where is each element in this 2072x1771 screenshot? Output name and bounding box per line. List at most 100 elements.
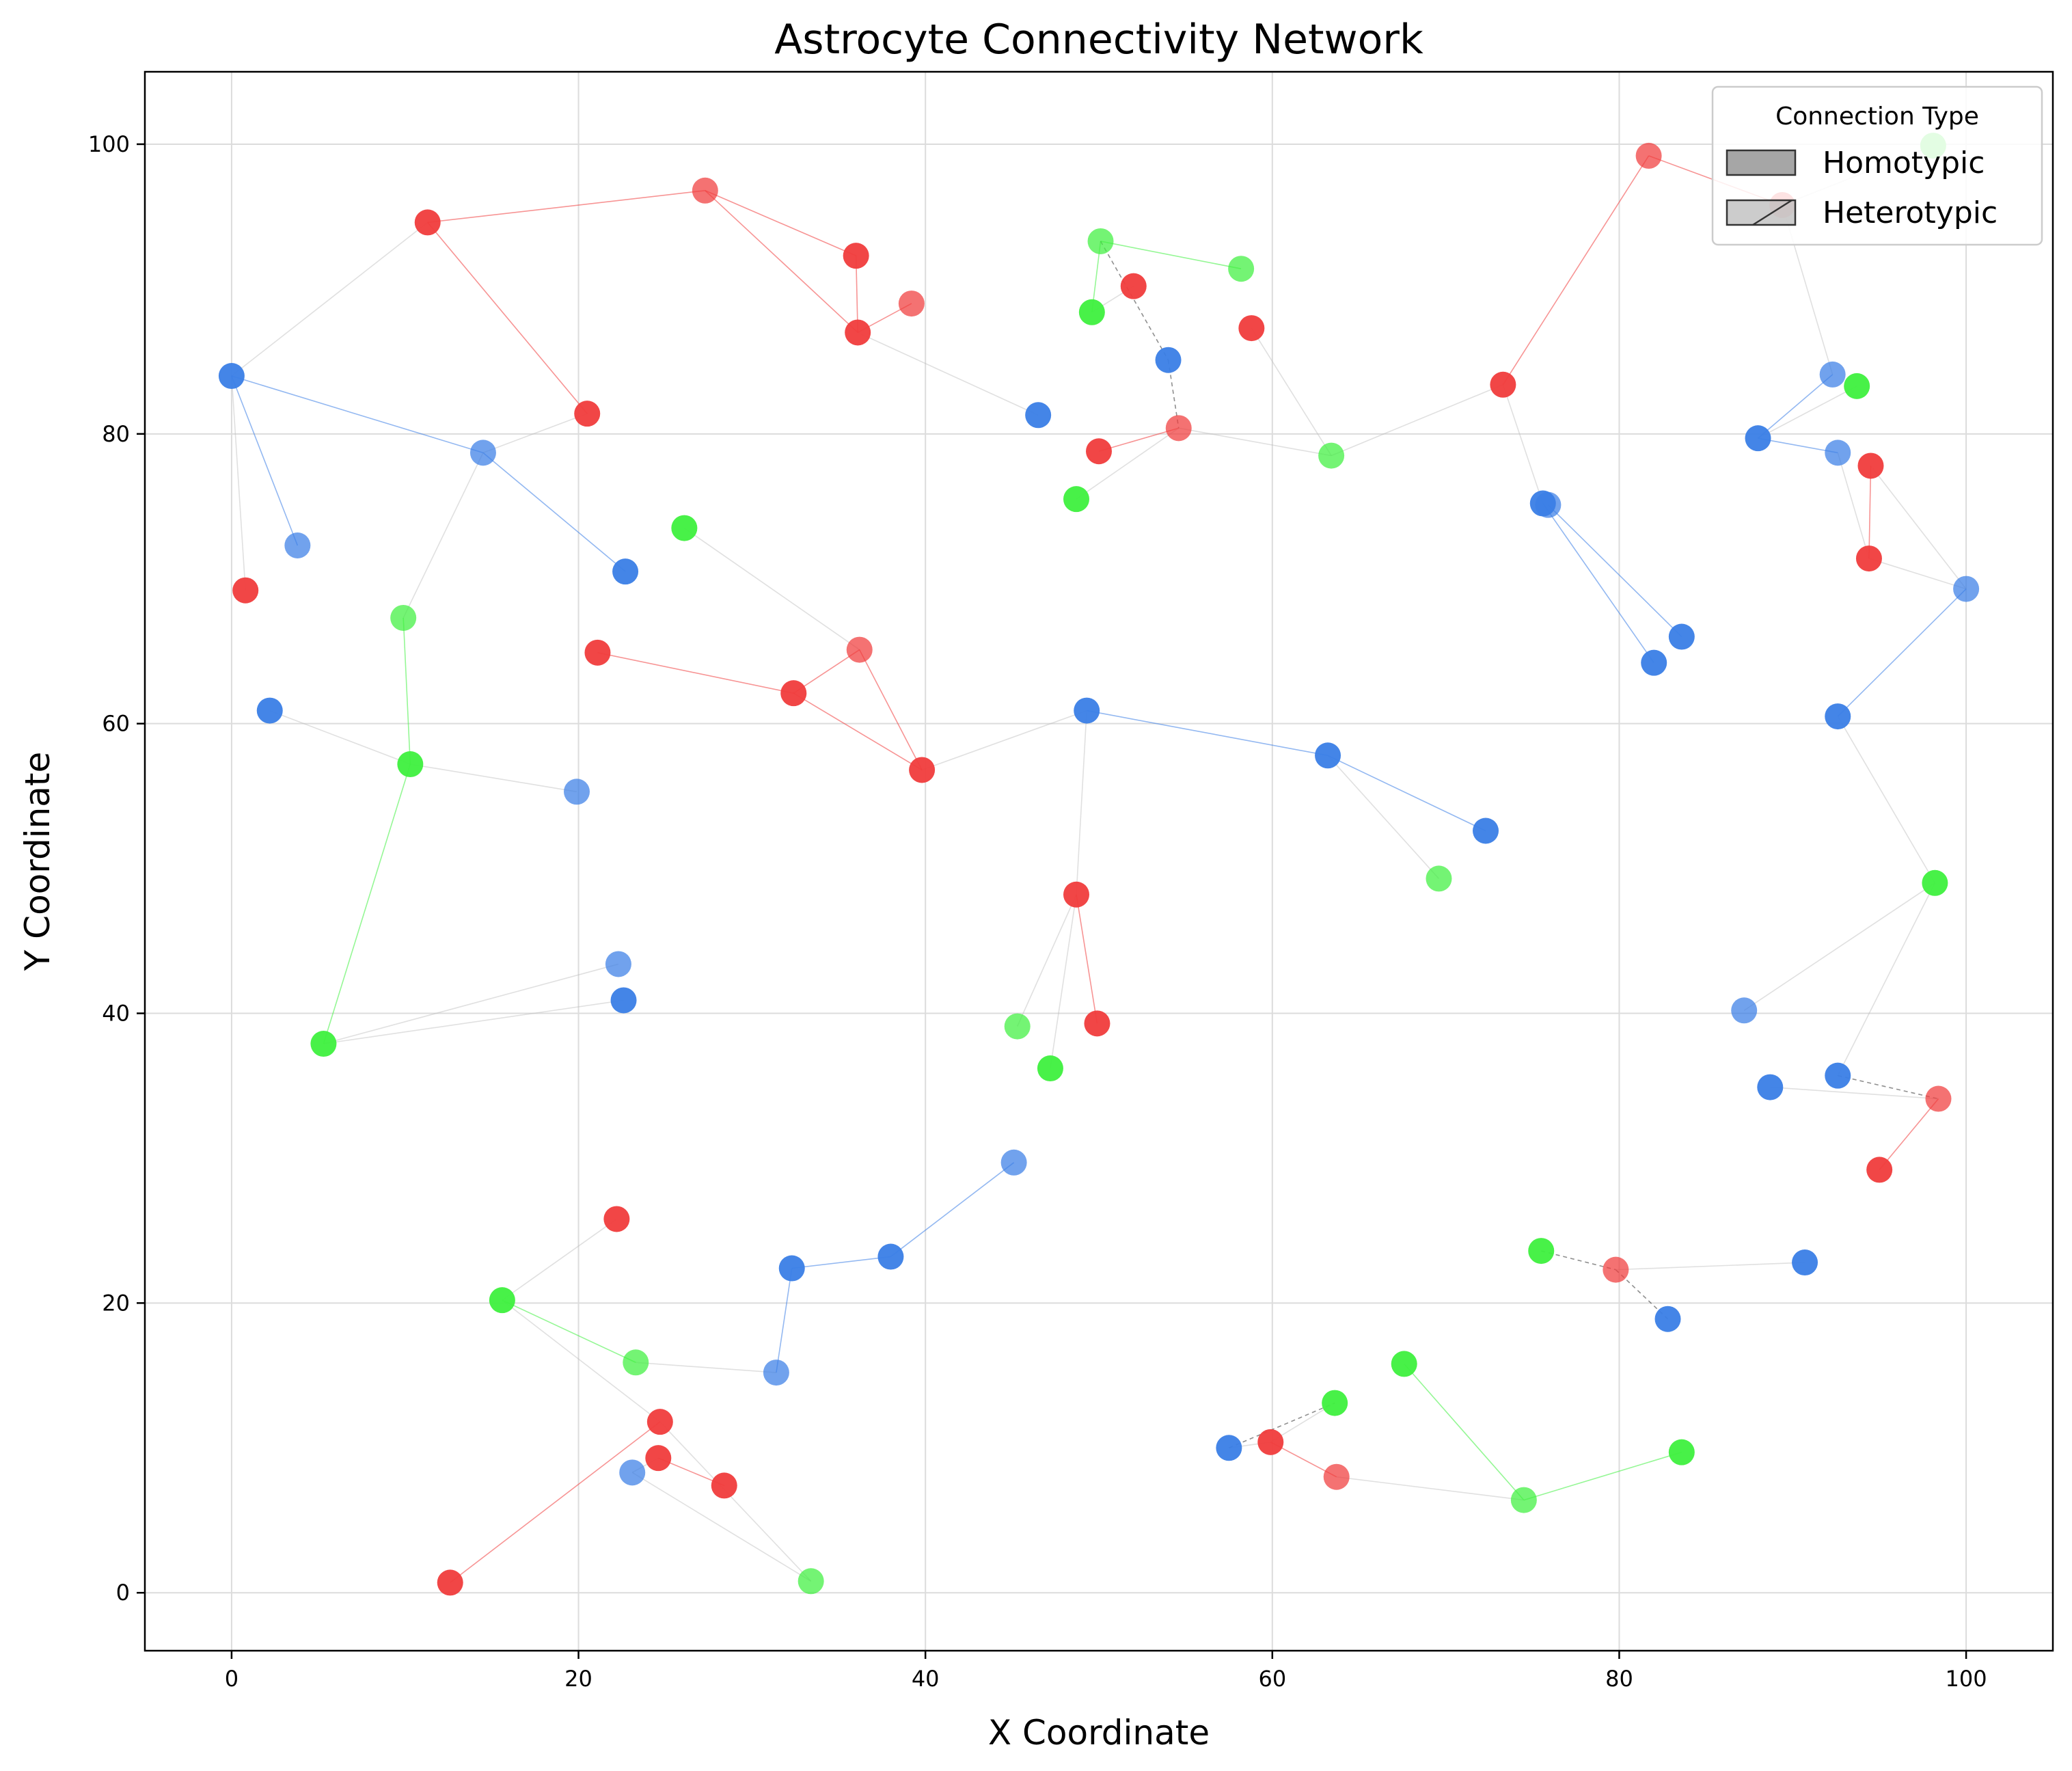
x-tick-label: 40 — [912, 1666, 940, 1692]
connection-edge — [1743, 882, 1935, 1011]
connection-edge — [482, 413, 588, 454]
connection-edge — [1502, 155, 1650, 386]
connection-edge — [427, 189, 705, 224]
connection-edge — [890, 1162, 1015, 1258]
astrocyte-node — [623, 1349, 649, 1376]
astrocyte-node — [1668, 1439, 1695, 1465]
y-tick-label: 20 — [102, 1290, 130, 1316]
astrocyte-node — [1322, 1390, 1348, 1416]
astrocyte-node — [397, 751, 424, 778]
astrocyte-node — [692, 177, 718, 204]
astrocyte-node — [845, 319, 871, 346]
astrocyte-node — [1473, 817, 1499, 844]
connection-edge — [323, 963, 619, 1044]
connection-edge — [1327, 755, 1486, 832]
legend-title: Connection Type — [1775, 103, 1979, 131]
connection-edge — [502, 1299, 661, 1422]
astrocyte-node — [1000, 1149, 1027, 1176]
connection-edge — [502, 1218, 617, 1301]
connection-edge — [1076, 427, 1180, 500]
connection-edge — [1331, 384, 1503, 457]
astrocyte-node — [1216, 1435, 1242, 1461]
connection-edge — [1098, 427, 1179, 452]
connection-edge — [323, 763, 411, 1044]
astrocyte-node — [671, 515, 698, 541]
connection-edge — [231, 375, 299, 546]
connection-edge — [1837, 882, 1936, 1077]
astrocyte-node — [218, 363, 245, 390]
connection-edge — [1100, 241, 1242, 270]
astrocyte-node — [1925, 1085, 1952, 1112]
connection-edge — [1076, 710, 1088, 895]
astrocyte-node — [1155, 347, 1182, 373]
connection-edge — [1758, 386, 1857, 439]
connection-edge — [482, 452, 626, 572]
connection-edge — [1336, 1476, 1524, 1501]
astrocyte-node — [1228, 256, 1255, 282]
astrocyte-node — [780, 680, 807, 707]
connection-edge — [1076, 894, 1098, 1024]
astrocyte-node — [564, 779, 590, 805]
chart-title: Astrocyte Connectivity Network — [774, 16, 1423, 64]
edge-layer — [231, 145, 1967, 1584]
astrocyte-node — [1063, 486, 1090, 513]
connection-edge — [776, 1268, 793, 1373]
astrocyte-node — [645, 1445, 672, 1472]
astrocyte-node — [1857, 452, 1884, 479]
astrocyte-node — [1535, 491, 1562, 518]
connection-edge — [921, 709, 1087, 771]
connection-edge — [1837, 716, 1936, 884]
astrocyte-node — [1855, 545, 1882, 572]
astrocyte-node — [584, 639, 611, 666]
connection-edge — [1870, 465, 1967, 590]
astrocyte-node — [778, 1255, 805, 1282]
astrocyte-node — [232, 577, 259, 604]
x-tick-label: 100 — [1946, 1666, 1987, 1692]
astrocyte-node — [846, 636, 873, 663]
connection-edge — [683, 527, 860, 651]
y-tick-label: 60 — [102, 711, 130, 737]
x-tick-label: 80 — [1605, 1666, 1633, 1692]
astrocyte-node — [711, 1472, 737, 1499]
connection-edge — [1523, 1451, 1682, 1501]
astrocyte-node — [612, 558, 639, 585]
legend-label-homotypic: Homotypic — [1823, 146, 1985, 180]
legend-swatch-homotypic — [1726, 149, 1797, 176]
astrocyte-node — [605, 951, 631, 977]
connection-edge — [597, 652, 794, 694]
connection-edge — [410, 763, 577, 793]
astrocyte-node — [1086, 438, 1112, 465]
astrocyte-node — [489, 1287, 515, 1314]
astrocyte-node — [390, 604, 417, 631]
astrocyte-node — [574, 401, 601, 427]
connection-edge — [403, 617, 411, 765]
astrocyte-node — [1819, 361, 1846, 388]
astrocyte-node — [610, 987, 637, 1014]
connection-edge — [1838, 1074, 1939, 1100]
astrocyte-node — [1731, 997, 1758, 1024]
connection-edge — [1087, 709, 1328, 757]
connection-edge — [1837, 589, 1967, 717]
astrocyte-node — [1063, 881, 1090, 908]
astrocyte-node — [1426, 865, 1452, 892]
connection-edge — [1868, 558, 1967, 590]
y-tick-label: 100 — [88, 131, 130, 157]
x-tick-label: 20 — [564, 1666, 592, 1692]
connection-edge — [450, 1421, 661, 1584]
connection-edge — [1868, 465, 1872, 559]
x-tick-label: 60 — [1258, 1666, 1286, 1692]
x-tick-label: 0 — [225, 1666, 238, 1692]
astrocyte-node — [1318, 442, 1345, 469]
connection-edge — [269, 709, 411, 765]
astrocyte-node — [763, 1360, 789, 1386]
astrocyte-node — [1922, 869, 1948, 896]
connection-edge — [859, 649, 923, 770]
astrocyte-node — [1323, 1463, 1350, 1490]
node-layer — [218, 133, 1980, 1596]
connection-edge — [403, 452, 484, 619]
connection-edge — [631, 1472, 812, 1582]
astrocyte-node — [469, 440, 496, 466]
connection-edge — [1178, 427, 1332, 457]
